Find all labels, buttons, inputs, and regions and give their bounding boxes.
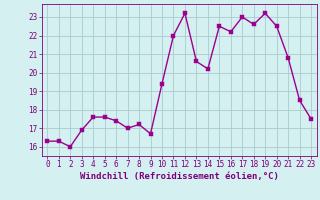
- X-axis label: Windchill (Refroidissement éolien,°C): Windchill (Refroidissement éolien,°C): [80, 172, 279, 181]
